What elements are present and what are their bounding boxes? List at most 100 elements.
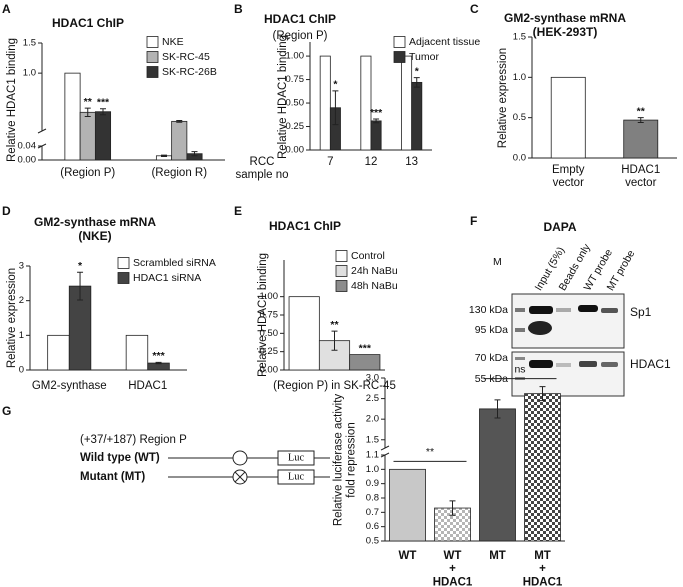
y-axis-label: Relative HDAC1 binding [257,253,269,377]
bar [349,354,381,371]
chart-title: HDAC1 ChIP [269,219,341,233]
y-tick-label: 0.00 [260,365,279,376]
x-tick-label: WT + HDAC1 [433,550,473,587]
construct-name: Mutant (MT) [80,471,145,483]
chart-subtitle: (Region P) [273,30,328,42]
band [515,357,525,360]
y-tick-label: 2.0 [366,414,379,425]
y-tick-label: 0.04 [18,141,37,152]
y-tick-label: 0.25 [260,346,279,357]
legend-swatch [335,250,348,262]
legend-label: 48h NaBu [351,280,398,292]
y-tick-label: 0.25 [286,121,305,132]
error-bar [332,90,339,126]
x-tick-label: (Region R) [151,167,207,179]
legend-swatch [117,272,130,284]
reporter-box [277,450,315,466]
bar [389,468,426,542]
chart-title: HDAC1 ChIP [264,12,336,26]
y-tick-label: 3 [19,261,24,272]
axis-break [380,445,390,451]
significance: * [415,65,420,77]
band [529,306,553,314]
y-tick-label: 2.5 [366,393,379,404]
x-tick-label: (Region P) in SK-RC-45 [273,380,396,392]
x-tick-label: 7 [327,156,333,168]
mutation-cross [234,471,246,483]
error-bar [494,399,501,419]
bar [288,296,320,371]
y-tick-label: 2 [19,295,24,306]
binding-site [232,450,248,466]
blot-panel: F DAPA M Input (5%) Beads only WT probe … [469,214,671,397]
significance: *** [152,350,165,362]
y-tick-label: 0 [19,365,24,376]
legend-label: Scrambled siRNA [133,257,216,269]
y-tick-label: 0.00 [286,145,305,156]
band [556,308,571,312]
significance: *** [359,342,372,354]
x-tick-label: 12 [365,156,378,168]
y-tick-label: 1 [19,330,24,341]
significance: * [333,79,338,91]
legend-swatch [335,265,348,277]
legend-swatch [146,36,159,48]
target-label: Sp1 [630,305,652,319]
y-tick-label: 1.1 [366,450,379,461]
error-bar [176,119,183,123]
construct-diagram: (+37/+187) Region P Wild type (WT) Luc M… [80,434,330,485]
legend-label: Control [351,250,385,262]
x-tick-label: (Region P) [60,167,115,179]
error-bar [161,154,167,157]
marker-size: 130 kDa [469,304,508,316]
y-tick-label: 0.00 [18,155,37,166]
legend-label: HDAC1 siRNA [133,272,201,284]
y-tick-label: 3.0 [366,373,379,384]
bar [370,120,382,151]
panel-letter: B [234,2,243,16]
significance: ** [637,105,646,117]
legend-swatch [393,51,406,63]
legend-label: Adjacent tissue [409,36,480,48]
legend-label: NKE [162,36,184,48]
error-bar [637,117,644,124]
chart-title: GM2-synthase mRNA (NKE) [34,215,156,243]
marker-size: 95 kDa [475,324,508,336]
panel-letter: F [470,214,477,228]
panel-letter: D [2,204,11,218]
y-tick-label: 1.00 [286,51,305,62]
y-tick-label: 1.5 [23,38,36,49]
legend-swatch [335,280,348,292]
x-tick-label: 13 [405,156,418,168]
error-bar [449,500,456,516]
panel-letter: G [2,404,11,418]
bar [360,55,372,151]
legend-label: SK-RC-26B [162,66,217,78]
error-bar [191,151,198,157]
panel-letter: E [234,204,242,218]
construct-name: Wild type (WT) [80,452,160,464]
significance: *** [97,96,110,108]
x-tick-label: WT [399,550,417,562]
error-bar [413,77,420,88]
error-bar [331,330,338,351]
bar [623,119,659,159]
error-bar [155,361,162,365]
y-tick-label: 0.75 [286,74,305,85]
bar [125,334,149,371]
reporter-label: Luc [288,452,305,463]
y-axis-label: Relative luciferase activityfold repress… [332,394,357,527]
band [529,360,553,368]
x-tick-label: MT [489,550,506,562]
x-tick-label: HDAC1 vector [621,164,660,189]
y-tick-label: 1.0 [23,68,36,79]
bar [47,334,70,371]
y-tick-label: 0.5 [366,536,379,547]
comparison-label: ** [426,446,434,458]
y-tick-label: 0.7 [366,507,379,518]
error-bar [100,108,106,116]
y-tick-label: 1.0 [513,72,526,83]
y-tick-label: 0.6 [366,521,379,532]
panel-letter: C [470,2,479,16]
